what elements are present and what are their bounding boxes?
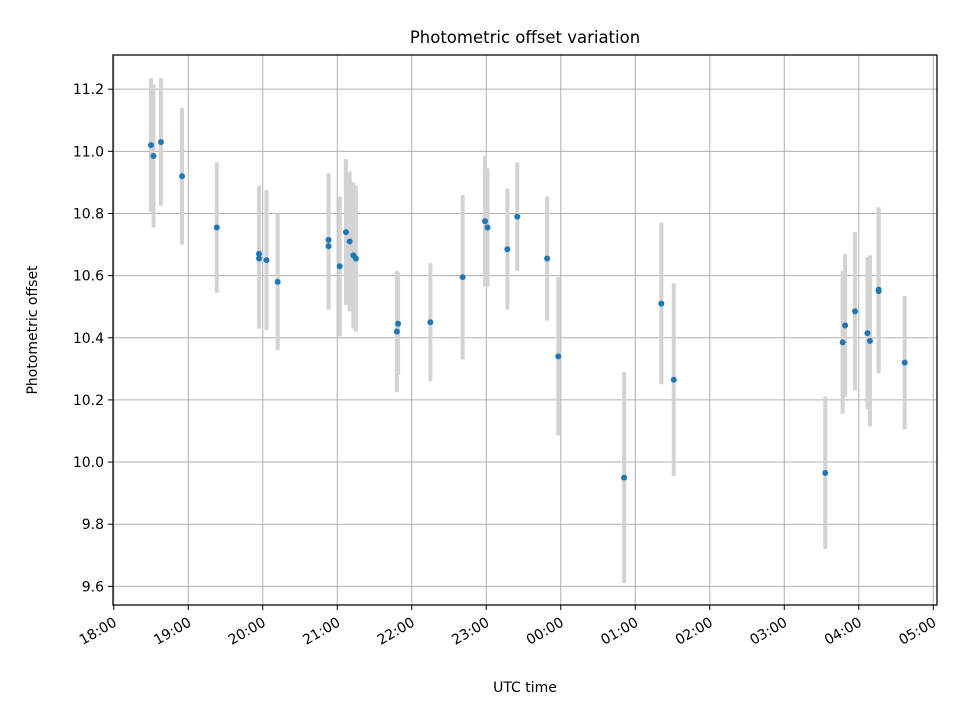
data-point [658, 300, 665, 307]
x-tick-label: 02:00 [673, 615, 716, 649]
x-tick-label: 04:00 [822, 615, 865, 649]
y-axis-label: Photometric offset [25, 265, 41, 395]
x-axis-label: UTC time [493, 680, 557, 696]
y-tick-label: 10.6 [73, 269, 104, 285]
x-tick-label: 20:00 [226, 615, 269, 649]
grid-layer [113, 55, 937, 605]
data-point [150, 152, 157, 159]
data-point [459, 274, 466, 281]
tick-layer: 18:00 19:00 20:00 21:00 22:00 23:00 00:00 01:00… [73, 82, 939, 648]
data-point [325, 236, 332, 243]
data-point [482, 218, 489, 225]
x-tick-label: 03:00 [747, 615, 790, 649]
data-point [179, 173, 186, 180]
y-tick-label: 11.2 [73, 82, 104, 98]
data-point [157, 139, 164, 146]
data-point [504, 246, 511, 253]
plot-frame [112, 54, 938, 606]
data-point [325, 243, 332, 250]
data-point [274, 278, 281, 285]
x-tick-label: 19:00 [151, 615, 194, 649]
data-point [514, 213, 521, 220]
x-tick-label: 21:00 [300, 615, 343, 649]
x-tick-label: 23:00 [449, 615, 492, 649]
data-point [670, 376, 677, 383]
y-tick-label: 10.4 [73, 331, 104, 347]
data-point [342, 229, 349, 236]
data-point [256, 255, 263, 262]
data-point [346, 238, 353, 245]
data-point [621, 474, 628, 481]
data-point [864, 330, 871, 337]
chart-title: Photometric offset variation [410, 28, 640, 47]
y-tick-label: 9.8 [82, 517, 104, 533]
y-tick-label: 9.6 [82, 579, 104, 595]
x-tick-label: 00:00 [524, 615, 567, 649]
data-point [839, 339, 846, 346]
data-point [555, 353, 562, 360]
x-tick-label: 01:00 [598, 615, 641, 649]
data-point [147, 142, 154, 149]
data-point [866, 337, 873, 344]
data-point [336, 263, 343, 270]
data-point [901, 359, 908, 366]
data-point [256, 250, 263, 257]
x-tick-label: 18:00 [77, 615, 120, 649]
data-point [852, 308, 859, 315]
data-point [544, 255, 551, 262]
data-point [875, 288, 882, 295]
data-point [352, 255, 359, 262]
y-tick-label: 10.8 [73, 206, 104, 222]
data-point [427, 319, 434, 326]
data-point [263, 257, 270, 264]
data-point [822, 469, 829, 476]
point-layer [147, 139, 908, 481]
data-point [484, 224, 491, 231]
y-tick-label: 11.0 [73, 144, 104, 160]
data-point [393, 328, 400, 335]
data-point [213, 224, 220, 231]
x-tick-label: 05:00 [896, 615, 939, 649]
errorbar-layer [148, 78, 907, 584]
y-tick-label: 10.2 [73, 393, 104, 409]
data-point [395, 320, 402, 327]
data-point [842, 322, 849, 329]
x-tick-label: 22:00 [375, 615, 418, 649]
y-tick-label: 10.0 [73, 455, 104, 471]
